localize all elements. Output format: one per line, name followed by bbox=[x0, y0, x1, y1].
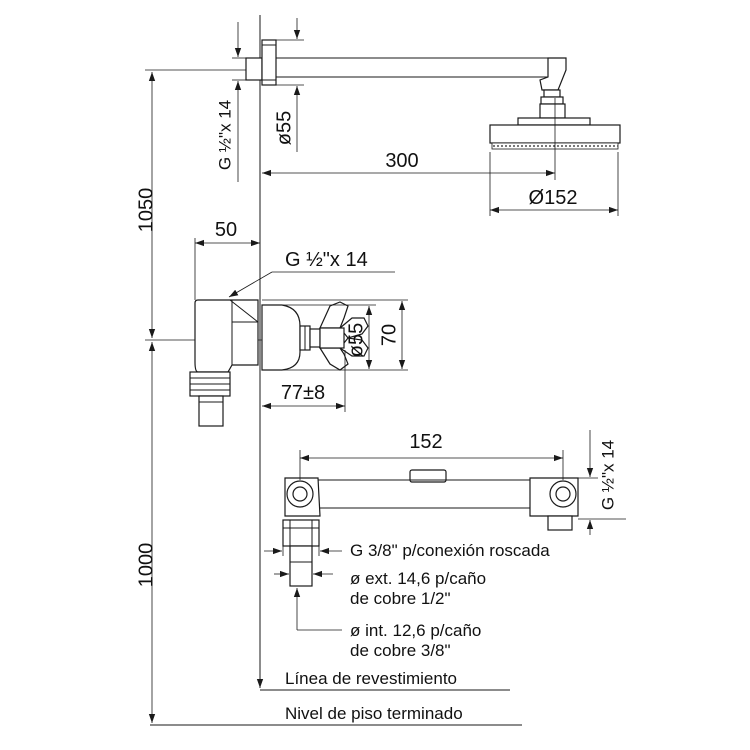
bar-length-label: 152 bbox=[409, 431, 442, 453]
note-ext-line-1: ø ext. 14,6 p/caño bbox=[350, 569, 486, 588]
top-diameter-label: ø55 bbox=[273, 111, 295, 145]
head-diameter-label: Ø152 bbox=[529, 187, 578, 209]
valve-depth-label: 77±8 bbox=[281, 382, 325, 404]
valve-body bbox=[189, 299, 259, 427]
bar-thread-label: G ½"x 14 bbox=[598, 440, 617, 510]
connection-note-leader bbox=[264, 546, 342, 556]
note-int-line-1: ø int. 12,6 p/caño bbox=[350, 621, 481, 640]
arm-length-dimension bbox=[262, 98, 556, 180]
head-diameter-dimension bbox=[489, 152, 619, 216]
bar-thread-dimension bbox=[578, 430, 626, 535]
note-conexion: G 3/8" p/conexión roscada bbox=[350, 541, 550, 560]
note-ext-line-2: de cobre 1/2" bbox=[350, 589, 451, 608]
floor-line-label: Nivel de piso terminado bbox=[285, 704, 463, 723]
wall-line-label: Línea de revestimiento bbox=[285, 669, 457, 688]
arm-length-label: 300 bbox=[385, 150, 418, 172]
valve-diameter-dimension bbox=[282, 304, 376, 371]
height-lower-label: 1000 bbox=[135, 543, 157, 588]
offset-dimension bbox=[194, 238, 260, 300]
shower-arm bbox=[245, 39, 567, 91]
mixer-bar bbox=[282, 469, 579, 587]
height-upper-label: 1050 bbox=[135, 188, 157, 233]
valve-thread-leader bbox=[228, 271, 395, 298]
wall-line bbox=[256, 15, 510, 691]
valve-depth-dimension bbox=[262, 350, 346, 412]
int-diameter-note-leader bbox=[293, 588, 342, 631]
valve-height-label: 70 bbox=[378, 324, 400, 346]
valve-thread-label: G ½"x 14 bbox=[285, 249, 368, 271]
top-thread-dimension bbox=[232, 22, 246, 182]
valve-handle bbox=[261, 301, 369, 371]
top-diameter-dimension bbox=[276, 18, 304, 152]
bar-length-dimension bbox=[299, 450, 564, 480]
note-int-line-2: de cobre 3/8" bbox=[350, 641, 451, 660]
valve-diameter-label: ø55 bbox=[345, 323, 367, 357]
offset-label: 50 bbox=[215, 219, 237, 241]
valve-height-dimension bbox=[262, 299, 408, 371]
top-thread-label: G ½"x 14 bbox=[215, 100, 234, 170]
